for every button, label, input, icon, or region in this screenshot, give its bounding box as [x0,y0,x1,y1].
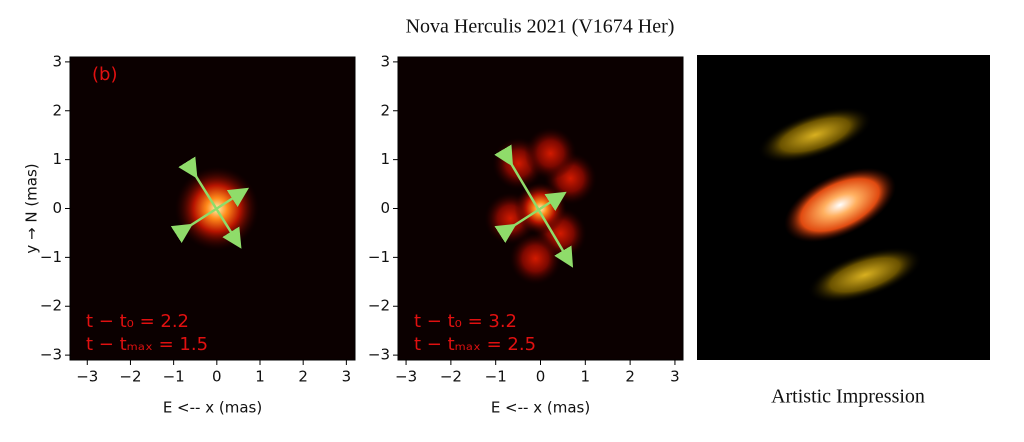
annotation: t − t₀ = 2.2 [86,311,189,332]
x-tick-label: 3 [342,368,352,386]
y-tick-label: −3 [368,346,390,364]
x-tick-label: 3 [670,368,680,386]
figure-title: Nova Herculis 2021 (V1674 Her) [406,16,675,38]
y-tick-label: −2 [40,297,62,315]
x-axis-label: E <-- x (mas) [491,399,590,417]
y-tick-label: −1 [40,248,62,266]
x-tick-label: −2 [440,368,462,386]
y-tick-label: 2 [52,101,62,119]
x-tick-label: 2 [298,368,308,386]
x-tick-label: 0 [536,368,546,386]
x-tick-label: −1 [485,368,507,386]
y-tick-label: 2 [380,101,390,119]
annotation: t − t₀ = 3.2 [414,311,517,332]
y-tick-label: 3 [52,52,62,70]
x-tick-label: 0 [212,368,222,386]
x-tick-label: 2 [625,368,635,386]
y-axis-label: y → N (mas) [23,163,41,253]
emission [509,232,562,285]
x-tick-label: −3 [395,368,417,386]
panel-label: (b) [92,64,117,85]
x-tick-label: −3 [76,368,98,386]
x-axis-label: E <-- x (mas) [163,399,262,417]
annotation: t − tₘₐₓ = 2.5 [414,334,536,355]
caption: Artistic Impression [771,386,925,408]
x-tick-label: 1 [581,368,591,386]
x-tick-label: −1 [163,368,185,386]
y-tick-label: 0 [52,199,62,217]
y-tick-label: 1 [380,150,390,168]
y-tick-label: −1 [368,248,390,266]
y-tick-label: −3 [40,346,62,364]
axis-arrow [178,156,242,249]
emission [524,127,577,180]
x-tick-label: 1 [255,368,265,386]
x-tick-label: −2 [119,368,141,386]
y-tick-label: 0 [380,199,390,217]
y-tick-label: 3 [380,52,390,70]
y-tick-label: −2 [368,297,390,315]
axis-arrow [494,144,574,268]
artistic-impression [697,55,990,360]
y-tick-label: 1 [52,150,62,168]
annotation: t − tₘₐₓ = 1.5 [86,334,208,355]
